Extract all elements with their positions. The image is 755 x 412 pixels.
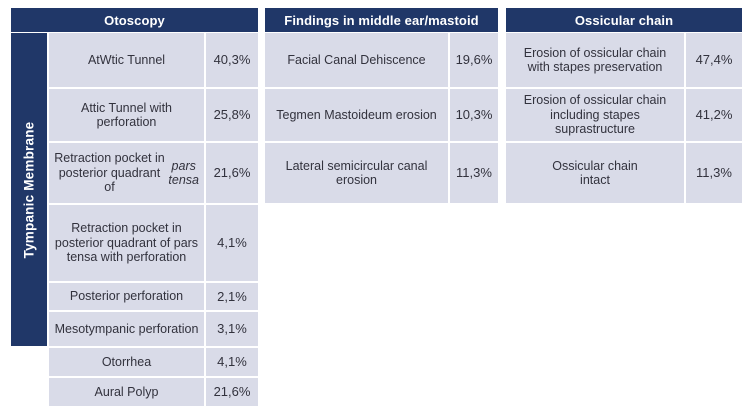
- finding-label-attic-tunnel: AtWtic Tunnel: [49, 33, 204, 87]
- finding-value-facial-canal-dehiscence: 19,6%: [450, 33, 498, 87]
- finding-label-lateral-semicircular: Lateral semicircular canal erosion: [265, 143, 448, 203]
- finding-label-attic-tunnel-perforation: Attic Tunnel with perforation: [49, 89, 204, 141]
- finding-value-retraction-pocket-perforation: 4,1%: [206, 205, 258, 281]
- section-ossicular-chain: Ossicular chain Erosion of ossicular cha…: [506, 8, 742, 203]
- finding-value-lateral-semicircular: 11,3%: [450, 143, 498, 203]
- finding-label-erosion-stapes-preservation: Erosion of ossicular chain with stapes p…: [506, 33, 684, 87]
- section-middle-ear: Findings in middle ear/mastoid Facial Ca…: [265, 8, 498, 203]
- finding-value-aural-polyp: 21,6%: [206, 378, 258, 406]
- finding-label-mesotympanic-perforation: Mesotympanic perforation: [49, 312, 204, 346]
- finding-value-attic-tunnel: 40,3%: [206, 33, 258, 87]
- otoscopy-header: Otoscopy: [11, 8, 258, 32]
- finding-value-otorrhea: 4,1%: [206, 348, 258, 376]
- tympanic-membrane-side-label: Tympanic Membrane: [21, 121, 37, 258]
- finding-value-attic-tunnel-perforation: 25,8%: [206, 89, 258, 141]
- finding-value-posterior-perforation: 2,1%: [206, 283, 258, 310]
- finding-label-text: Retraction pocket in posterior quadrant …: [54, 151, 165, 195]
- finding-value-mesotympanic-perforation: 3,1%: [206, 312, 258, 346]
- middle-ear-header: Findings in middle ear/mastoid: [265, 8, 498, 32]
- finding-label-ossicular-chain-intact: Ossicular chain intact: [506, 143, 684, 203]
- finding-label-aural-polyp: Aural Polyp: [49, 378, 204, 406]
- finding-label-retraction-pocket: Retraction pocket in posterior quadrant …: [49, 143, 204, 203]
- finding-label-posterior-perforation: Posterior perforation: [49, 283, 204, 310]
- finding-label-italic-text: pars tensa: [168, 158, 200, 188]
- finding-label-otorrhea: Otorrhea: [49, 348, 204, 376]
- middle-ear-grid: Facial Canal Dehiscence 19,6% Tegmen Mas…: [265, 33, 498, 203]
- finding-value-ossicular-chain-intact: 11,3%: [686, 143, 742, 203]
- finding-label-text: Ossicular chain intact: [552, 158, 638, 188]
- finding-value-erosion-stapes-preservation: 47,4%: [686, 33, 742, 87]
- finding-label-facial-canal-dehiscence: Facial Canal Dehiscence: [265, 33, 448, 87]
- finding-label-retraction-pocket-perforation: Retraction pocket in posterior quadrant …: [49, 205, 204, 281]
- finding-value-retraction-pocket: 21,6%: [206, 143, 258, 203]
- finding-value-tegmen-mastoideum: 10,3%: [450, 89, 498, 141]
- section-otoscopy: Otoscopy Tympanic Membrane AtWtic Tunnel…: [11, 8, 258, 406]
- tympanic-membrane-side-cell: Tympanic Membrane: [11, 33, 47, 346]
- ossicular-chain-grid: Erosion of ossicular chain with stapes p…: [506, 33, 742, 203]
- finding-label-tegmen-mastoideum: Tegmen Mastoideum erosion: [265, 89, 448, 141]
- finding-label-erosion-stapes-suprastructure: Erosion of ossicular chain including sta…: [506, 89, 684, 141]
- ossicular-chain-header: Ossicular chain: [506, 8, 742, 32]
- otoscopy-grid: Tympanic Membrane AtWtic Tunnel 40,3% At…: [11, 33, 258, 406]
- finding-value-erosion-stapes-suprastructure: 41,2%: [686, 89, 742, 141]
